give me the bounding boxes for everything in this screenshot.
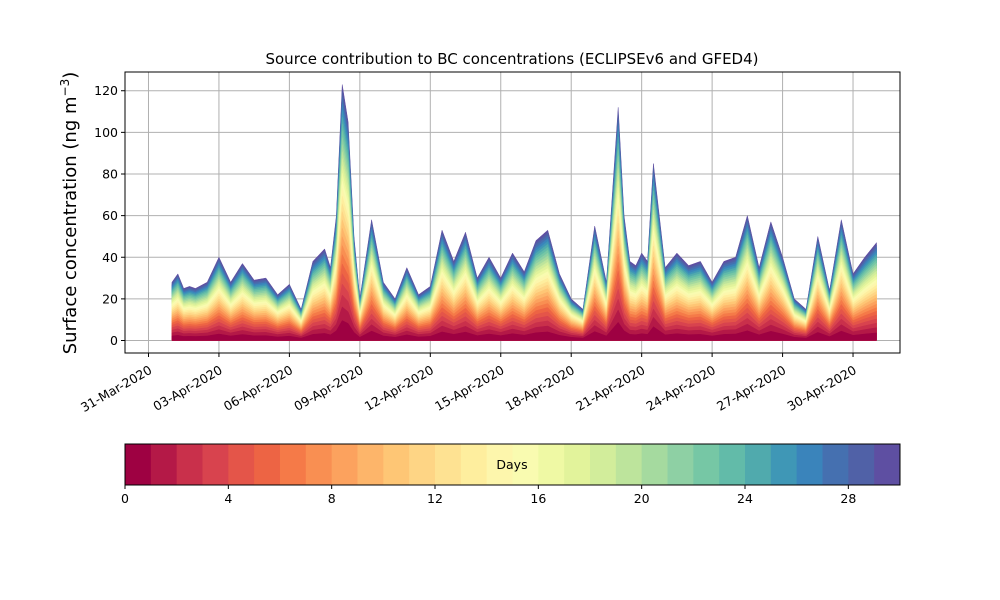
- chart-title: Source contribution to BC concentrations…: [265, 50, 758, 68]
- plot-frame: [124, 71, 901, 354]
- colorbar-swatch: [796, 444, 823, 485]
- colorbar-swatch: [409, 444, 436, 485]
- colorbar-swatch: [305, 444, 333, 485]
- colorbar-swatch: [280, 444, 307, 485]
- colorbar-swatch: [435, 444, 462, 485]
- x-tick-label: 18-Apr-2020: [503, 362, 577, 414]
- colorbar-swatch: [538, 444, 565, 485]
- y-tick-label: 80: [102, 166, 118, 181]
- colorbar-swatch: [590, 444, 617, 485]
- colorbar-tick-label: 24: [737, 491, 753, 506]
- x-tick-label: 27-Apr-2020: [714, 362, 788, 414]
- y-axis: 0 20 40 60 80 100 120: [94, 83, 125, 348]
- y-axis-label-superscript: −3: [58, 79, 72, 97]
- colorbar-tick-label: 20: [634, 491, 650, 506]
- colorbar-swatch: [460, 444, 488, 485]
- area-layer: [171, 84, 877, 341]
- colorbar-axis: 0 4 8 12 16 20 24 28: [121, 485, 856, 506]
- colorbar-swatch: [667, 444, 694, 485]
- colorbar-swatch: [848, 444, 875, 485]
- x-tick-label: 24-Apr-2020: [644, 362, 718, 414]
- y-tick-label: 100: [94, 125, 118, 140]
- x-tick-label: 03-Apr-2020: [150, 362, 224, 414]
- y-tick-label: 120: [94, 83, 118, 98]
- colorbar-swatch: [874, 444, 901, 485]
- colorbar-swatch: [512, 444, 539, 485]
- colorbar-swatch: [125, 444, 152, 485]
- x-tick-label: 12-Apr-2020: [362, 362, 436, 414]
- colorbar-tick-label: 28: [840, 491, 856, 506]
- colorbar-swatch: [150, 444, 178, 485]
- colorbar-swatch: [770, 444, 798, 485]
- x-tick-label: 09-Apr-2020: [291, 362, 365, 414]
- colorbar-swatch: [357, 444, 384, 485]
- y-axis-label-close: ): [60, 72, 81, 79]
- colorbar-swatch: [331, 444, 358, 485]
- colorbar-swatches: [125, 444, 901, 485]
- area-layer-day-0: [171, 320, 877, 341]
- y-axis-label-main: Surface concentration (ng m: [60, 96, 81, 354]
- colorbar-swatch: [641, 444, 668, 485]
- colorbar-label: Days: [496, 457, 527, 472]
- x-axis: 31-Mar-202003-Apr-202006-Apr-202009-Apr-…: [78, 353, 859, 415]
- colorbar-swatch: [693, 444, 720, 485]
- y-tick-label: 20: [102, 291, 118, 306]
- colorbar-swatch: [745, 444, 772, 485]
- colorbar: Days 0 4 8 12 16 20 24 28: [121, 443, 901, 506]
- colorbar-tick-label: 0: [121, 491, 129, 506]
- plot-area: 31-Mar-202003-Apr-202006-Apr-202009-Apr-…: [78, 71, 901, 415]
- colorbar-tick-label: 8: [328, 491, 336, 506]
- colorbar-swatch: [822, 444, 849, 485]
- y-axis-label: Surface concentration (ng m−3): [58, 72, 81, 355]
- colorbar-swatch: [564, 444, 591, 485]
- x-tick-label: 30-Apr-2020: [784, 362, 858, 414]
- colorbar-tick-label: 4: [224, 491, 232, 506]
- colorbar-swatch: [486, 444, 513, 485]
- y-tick-label: 40: [102, 250, 118, 265]
- colorbar-swatch: [615, 444, 643, 485]
- colorbar-frame: [124, 443, 901, 486]
- colorbar-swatch: [383, 444, 410, 485]
- x-tick-label: 31-Mar-2020: [78, 362, 154, 415]
- colorbar-tick-label: 12: [427, 491, 443, 506]
- colorbar-swatch: [228, 444, 255, 485]
- x-tick-label: 15-Apr-2020: [432, 362, 506, 414]
- colorbar-swatch: [254, 444, 281, 485]
- colorbar-swatch: [719, 444, 746, 485]
- colorbar-tick-label: 16: [530, 491, 546, 506]
- y-tick-label: 0: [110, 333, 118, 348]
- colorbar-swatch: [176, 444, 203, 485]
- x-tick-label: 06-Apr-2020: [221, 362, 295, 414]
- colorbar-swatch: [202, 444, 229, 485]
- y-tick-label: 60: [102, 208, 118, 223]
- x-tick-label: 21-Apr-2020: [573, 362, 647, 414]
